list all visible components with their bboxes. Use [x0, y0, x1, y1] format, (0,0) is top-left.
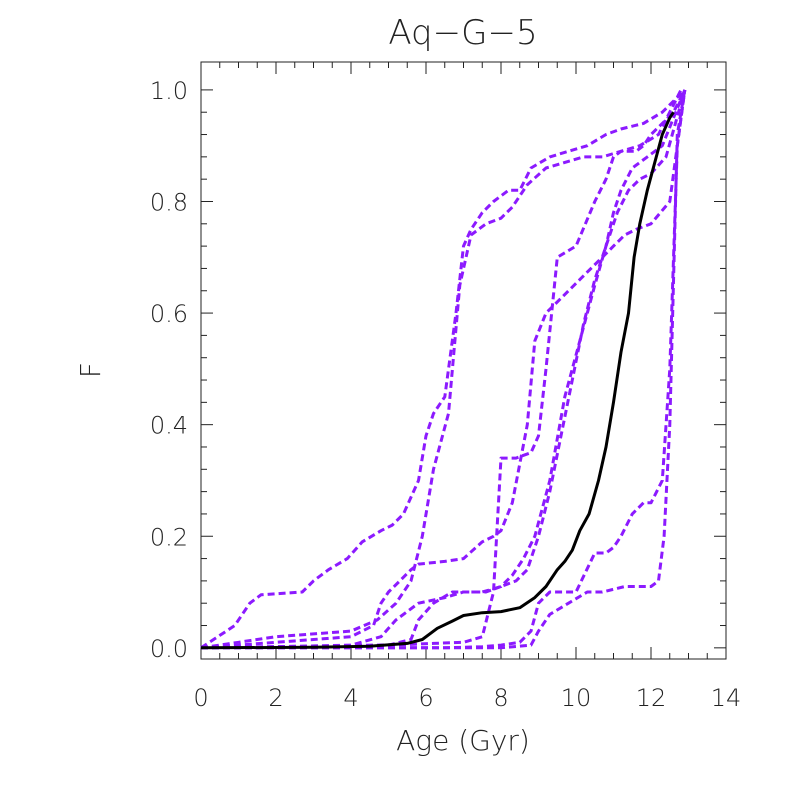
series-line-halo-4: [200, 89, 687, 650]
x-tick-label: 2: [268, 684, 283, 712]
plot-frame: [200, 61, 727, 660]
x-tick-label: 4: [343, 684, 358, 712]
x-axis-ticks: [200, 62, 727, 659]
y-tick-label: 0.2: [150, 523, 188, 551]
x-axis-tick-labels: 0 2 4 6 8 10 12 14: [193, 684, 741, 712]
series-line-halo-1: [200, 88, 686, 650]
series-layer: [200, 88, 687, 650]
x-axis-label: Age (Gyr): [396, 724, 530, 757]
y-tick-label: 0.0: [150, 635, 188, 663]
series-line-halo-7: [201, 89, 687, 650]
y-tick-label: 0.6: [150, 300, 188, 328]
x-tick-label: 6: [418, 684, 433, 712]
series-line-halo-3: [200, 89, 687, 650]
y-axis-ticks: [201, 89, 726, 649]
series-line-halo-8: [201, 89, 687, 650]
series-line-main: [200, 111, 675, 650]
x-tick-label: 14: [711, 684, 742, 712]
chart-title: Aq−G−5: [388, 13, 537, 53]
x-tick-label: 0: [193, 684, 208, 712]
x-tick-label: 10: [561, 684, 592, 712]
x-tick-label: 8: [493, 684, 508, 712]
y-tick-label: 1.0: [150, 77, 188, 105]
series-line-halo-6: [200, 89, 687, 650]
y-tick-label: 0.4: [150, 412, 188, 440]
y-axis-tick-labels: 0.0 0.2 0.4 0.6 0.8 1.0: [150, 77, 188, 663]
y-tick-label: 0.8: [150, 188, 188, 216]
series-line-halo-2: [200, 89, 683, 650]
series-line-halo-5: [200, 89, 687, 650]
y-axis-label: F: [74, 362, 107, 378]
x-tick-label: 12: [636, 684, 667, 712]
